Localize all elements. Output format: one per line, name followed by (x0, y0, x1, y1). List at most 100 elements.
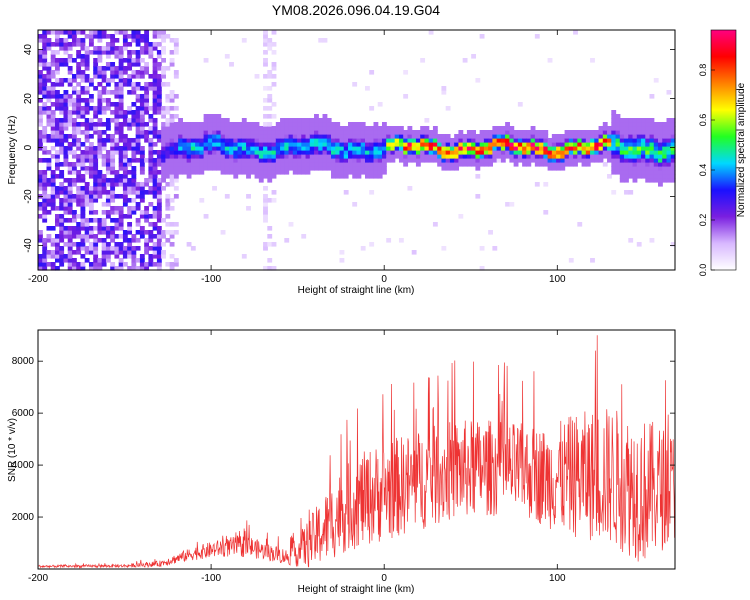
spectrogram-cell (71, 194, 77, 199)
spectrogram-cell (636, 242, 642, 247)
spectrogram-cell (428, 154, 434, 159)
spectrogram-cell (263, 206, 268, 211)
spectrogram-cell (46, 250, 52, 255)
spectrogram-cell (59, 146, 65, 151)
spectrogram-cell (80, 226, 86, 231)
spectrogram-cell (488, 230, 493, 235)
spectrogram-cell (645, 174, 651, 179)
spectrogram-cell (118, 114, 124, 119)
spectrogram-cell (666, 90, 672, 95)
spectrogram-cell (101, 178, 107, 183)
spectrogram-cell (331, 166, 336, 171)
spectrogram-cell (577, 154, 583, 159)
spectrogram-cell (488, 134, 493, 139)
spectrogram-cell (50, 74, 56, 79)
spectrogram-cell (67, 82, 73, 87)
spectrogram-cell (46, 118, 52, 123)
spectrogram-cell (424, 150, 430, 155)
spectrogram-cell (161, 30, 166, 35)
spectrogram-cell (152, 70, 158, 75)
spectrogram-cell (645, 154, 651, 159)
spectrogram-cell (63, 102, 69, 107)
spectrogram-cell (135, 222, 141, 227)
spectrogram-cell (411, 158, 417, 163)
spectrogram-cell (662, 138, 668, 143)
spectrogram-cell (182, 170, 188, 175)
spectrogram-cell (398, 238, 404, 243)
spectrogram-cell (156, 86, 162, 91)
spectrogram-cell (611, 118, 617, 123)
spectrogram-cell (195, 126, 200, 131)
spectrogram-cell (619, 178, 625, 183)
spectrogram-cell (352, 158, 358, 163)
spectrogram-cell (173, 142, 179, 147)
spectrogram-cell (173, 258, 179, 263)
spectrogram-cell (101, 98, 107, 103)
spectrogram-cell (377, 150, 383, 155)
spectrogram-cell (88, 150, 94, 155)
spectrogram-cell (148, 86, 154, 91)
spectrogram-cell (105, 54, 111, 59)
spectrogram-cell (88, 82, 94, 87)
spectrogram-cell (38, 142, 43, 147)
spectrogram-cell (101, 86, 107, 91)
spectrogram-cell (445, 150, 451, 155)
spectrogram-cell (105, 90, 111, 95)
spectrogram-cell (373, 158, 379, 163)
spectrogram-cell (88, 30, 94, 35)
spectrogram-cell (152, 34, 158, 39)
spectrogram-cell (42, 34, 48, 39)
spectrogram-cell (156, 154, 162, 159)
spectrogram-cell (84, 50, 90, 55)
spectrogram-cell (369, 130, 375, 135)
spectrogram-cell (377, 142, 383, 147)
spectrogram-cell (543, 138, 549, 143)
spectrogram-cell (114, 130, 120, 135)
spectrogram-cell (666, 178, 672, 183)
spectrogram-cell (267, 146, 273, 151)
spectrogram-cell (326, 146, 332, 151)
spectrogram-cell (360, 134, 366, 139)
spectrogram-cell (475, 162, 481, 167)
spectrogram-cell (250, 134, 256, 139)
spectrogram-cell (186, 126, 192, 131)
spectrogram-cell (114, 194, 120, 199)
spectrogram-cell (59, 58, 65, 63)
spectrogram-cell (360, 162, 366, 167)
spectrogram-cell (63, 114, 69, 119)
spectrogram-cell (42, 202, 48, 207)
spectrogram-cell (190, 142, 196, 147)
spectrogram-cell (318, 166, 324, 171)
spectrogram-cell (339, 142, 345, 147)
spectrogram-cell (449, 154, 455, 159)
spectrogram-cell (424, 158, 430, 163)
spectrogram-cell (67, 262, 73, 267)
spectrogram-cell (195, 154, 200, 159)
spectrogram-cell (670, 166, 676, 171)
spectrogram-cell (88, 206, 94, 211)
spectrogram-cell (224, 138, 230, 143)
spectrogram-cell (152, 174, 158, 179)
spectrogram-cell (267, 126, 273, 131)
spectrogram-cell (390, 146, 396, 151)
spectrogram-cell (381, 150, 387, 155)
spectrogram-cell (101, 158, 107, 163)
spectrogram-cell (105, 122, 111, 127)
spectrogram-cell (131, 190, 137, 195)
spectrogram-cell (59, 190, 65, 195)
spectrogram-cell (156, 230, 162, 235)
spectrogram-cell (254, 134, 260, 139)
spectrogram-cell (169, 230, 175, 235)
spectrogram-cell (156, 250, 162, 255)
spectrogram-cell (67, 94, 73, 99)
spectrogram-cell (343, 130, 349, 135)
spectrogram-cell (67, 218, 73, 223)
spectrogram-cell (254, 142, 260, 147)
spectrogram-cell (186, 130, 192, 135)
spectrogram-cell (88, 154, 94, 159)
spectrogram-cell (110, 146, 116, 151)
spectrogram-cell (641, 174, 646, 179)
spectrogram-cell (139, 266, 145, 271)
spectrogram-cell (645, 178, 651, 183)
